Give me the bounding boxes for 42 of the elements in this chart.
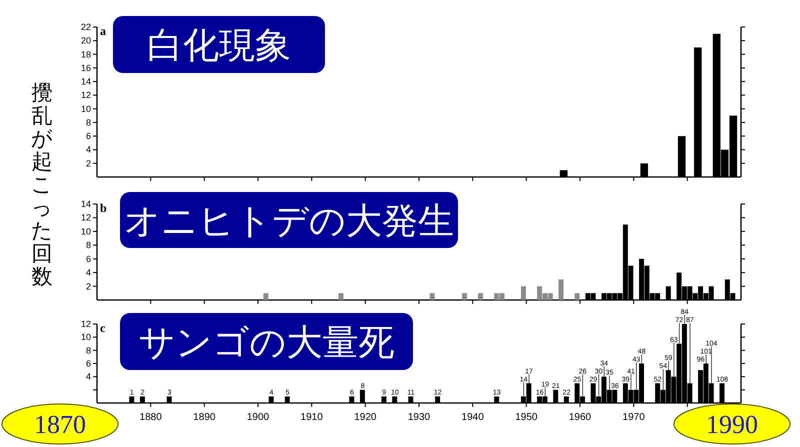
x-tick-label: 1920: [354, 412, 377, 423]
y-tick-label: 2: [86, 158, 91, 168]
x-tick-label: 1970: [622, 412, 646, 423]
y-tick-label: 8: [86, 117, 91, 128]
y-tick-label: 14: [80, 199, 91, 209]
chart-title: オニヒトデの大発生: [124, 201, 454, 241]
y-tick-label: 4: [86, 372, 91, 382]
x-tick-label: 1890: [193, 412, 216, 423]
text: 1870: [34, 410, 86, 439]
text: 攪乱が起こった回数: [31, 80, 53, 288]
text: 1990: [706, 410, 758, 439]
x-tick-label: 1900: [246, 412, 270, 423]
x-tick-label: 1880: [140, 412, 162, 423]
y-tick-label: 20: [80, 36, 91, 46]
y-tick-label: 4: [86, 268, 91, 278]
y-tick-label: 12: [80, 90, 91, 100]
annotation: c: [100, 321, 106, 335]
y-tick-label: 6: [86, 358, 91, 368]
y-tick-label: 16: [80, 62, 91, 73]
x-tick-label: 1950: [515, 412, 538, 423]
y-tick-label: 4: [86, 144, 91, 155]
y-tick-label: 10: [80, 104, 91, 114]
y-tick-label: 8: [86, 345, 91, 356]
y-tick-label: 8: [86, 240, 91, 250]
y-tick-label: 22: [80, 22, 91, 32]
x-tick-label: 1910: [300, 412, 324, 423]
x-tick-label: 1930: [408, 412, 431, 423]
y-tick-label: 12: [80, 212, 91, 223]
chart-title: 白化現象: [147, 26, 291, 66]
y-tick-label: 12: [80, 319, 91, 329]
y-tick-label: 14: [80, 76, 91, 87]
annotation: a: [100, 24, 106, 38]
y-tick-label: 6: [86, 131, 91, 142]
y-tick-label: 6: [86, 254, 91, 264]
y-tick-label: 2: [86, 281, 91, 292]
y-tick-label: 10: [80, 332, 91, 342]
y-tick-label: 18: [80, 49, 91, 60]
chart-title: サンゴの大量死: [138, 322, 394, 362]
annotation: b: [100, 201, 107, 215]
x-tick-label: 1940: [462, 412, 484, 423]
y-tick-label: 10: [80, 226, 91, 236]
x-tick-label: 1960: [568, 412, 592, 423]
